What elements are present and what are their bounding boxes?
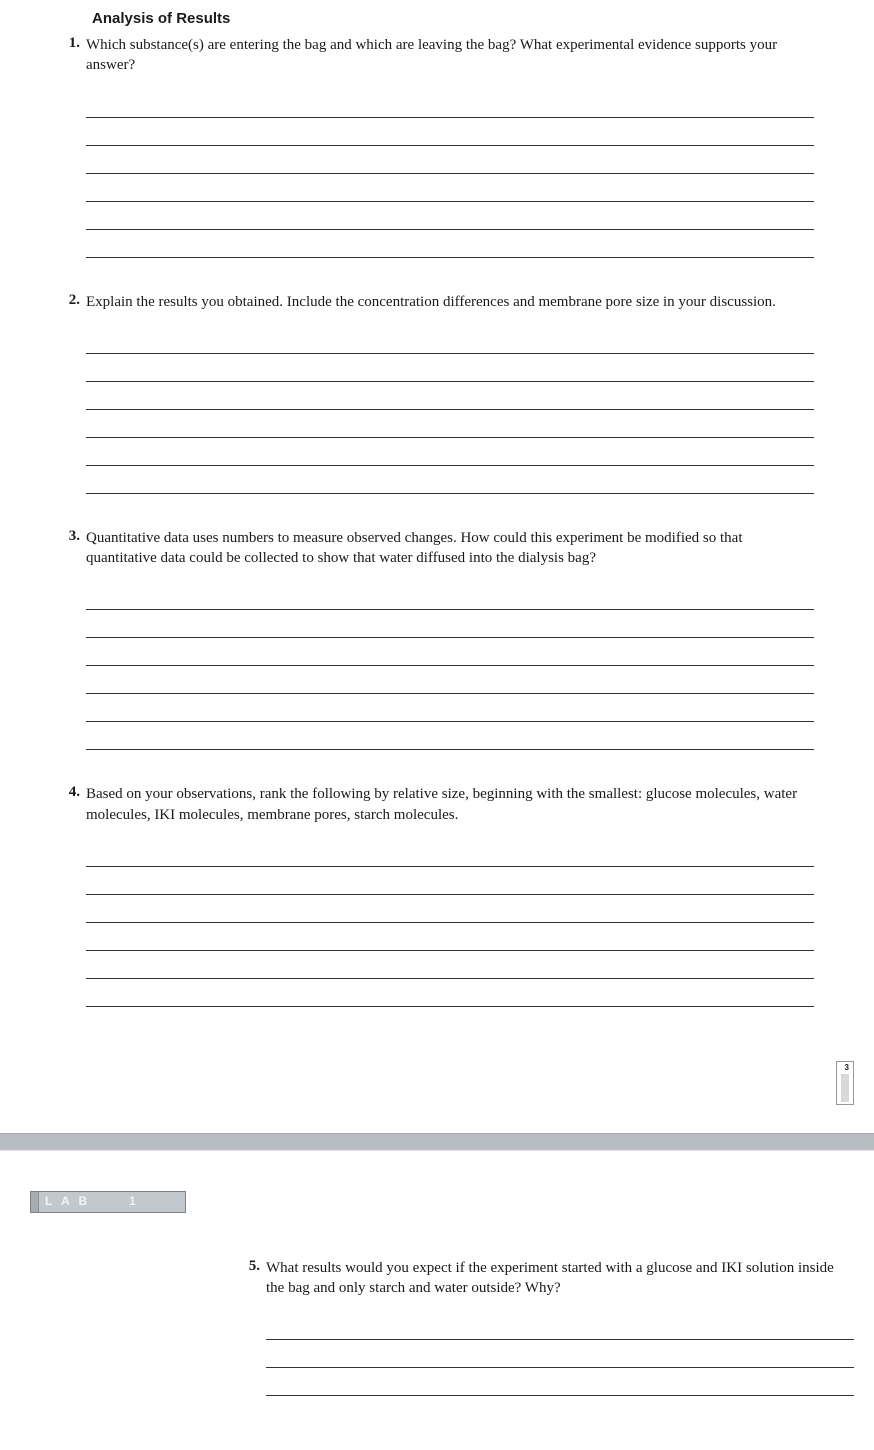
question-text: Explain the results you obtained. Includ… [86,292,814,312]
answer-line[interactable] [86,414,814,438]
answer-line[interactable] [86,843,814,867]
question-text: Based on your observations, rank the fol… [86,784,814,825]
question-number: 1. [60,35,86,262]
question-number: 4. [60,784,86,1011]
question-number: 3. [60,528,86,755]
lab-badge-edge [31,1192,39,1212]
answer-line[interactable] [86,358,814,382]
answer-line[interactable] [86,670,814,694]
answer-line[interactable] [86,871,814,895]
answer-line[interactable] [86,470,814,494]
question-block-4: 4. Based on your observations, rank the … [60,784,814,1011]
answer-line[interactable] [86,955,814,979]
section-title: Analysis of Results [92,10,814,27]
answer-line[interactable] [86,442,814,466]
question-body: Quantitative data uses numbers to measur… [86,528,814,755]
answer-line[interactable] [86,899,814,923]
answer-line[interactable] [86,386,814,410]
question-block-5: 5. What results would you expect if the … [240,1258,854,1401]
question-block-2: 2. Explain the results you obtained. Inc… [60,292,814,498]
page-tab-region: 3 [0,1061,874,1121]
answer-line[interactable] [86,614,814,638]
answer-line[interactable] [266,1344,854,1368]
answer-line[interactable] [86,983,814,1007]
worksheet-page-lower: 5. What results would you expect if the … [0,1258,874,1450]
answer-line[interactable] [86,234,814,258]
question-body: Explain the results you obtained. Includ… [86,292,814,498]
answer-line[interactable] [86,94,814,118]
question-block-3: 3. Quantitative data uses numbers to mea… [60,528,814,755]
answer-line[interactable] [86,122,814,146]
question-text: Quantitative data uses numbers to measur… [86,528,814,569]
lab-badge-wrap: L A B 1 [30,1191,874,1218]
answer-line[interactable] [86,698,814,722]
question-number: 2. [60,292,86,498]
question-body: What results would you expect if the exp… [266,1258,854,1401]
answer-line[interactable] [86,206,814,230]
question-number: 5. [240,1258,266,1401]
lab-badge-number: 1 [129,1194,138,1208]
answer-line[interactable] [86,726,814,750]
answer-line[interactable] [86,150,814,174]
lab-badge-label: L A B [45,1194,90,1208]
answer-line[interactable] [86,642,814,666]
question-text: Which substance(s) are entering the bag … [86,35,814,76]
page-tab: 3 [836,1061,854,1105]
answer-line[interactable] [266,1372,854,1396]
answer-line[interactable] [266,1316,854,1340]
answer-line[interactable] [86,927,814,951]
answer-line[interactable] [86,178,814,202]
page-tab-number: 3 [841,1064,849,1072]
worksheet-page-upper: Analysis of Results 1. Which substance(s… [0,0,874,1061]
lab-badge: L A B 1 [30,1191,186,1213]
answer-line[interactable] [86,330,814,354]
question-body: Which substance(s) are entering the bag … [86,35,814,262]
answer-line[interactable] [86,586,814,610]
question-text: What results would you expect if the exp… [266,1258,854,1299]
page-tab-fill [841,1074,849,1102]
page-separator-bar [0,1133,874,1151]
question-body: Based on your observations, rank the fol… [86,784,814,1011]
question-block-1: 1. Which substance(s) are entering the b… [60,35,814,262]
